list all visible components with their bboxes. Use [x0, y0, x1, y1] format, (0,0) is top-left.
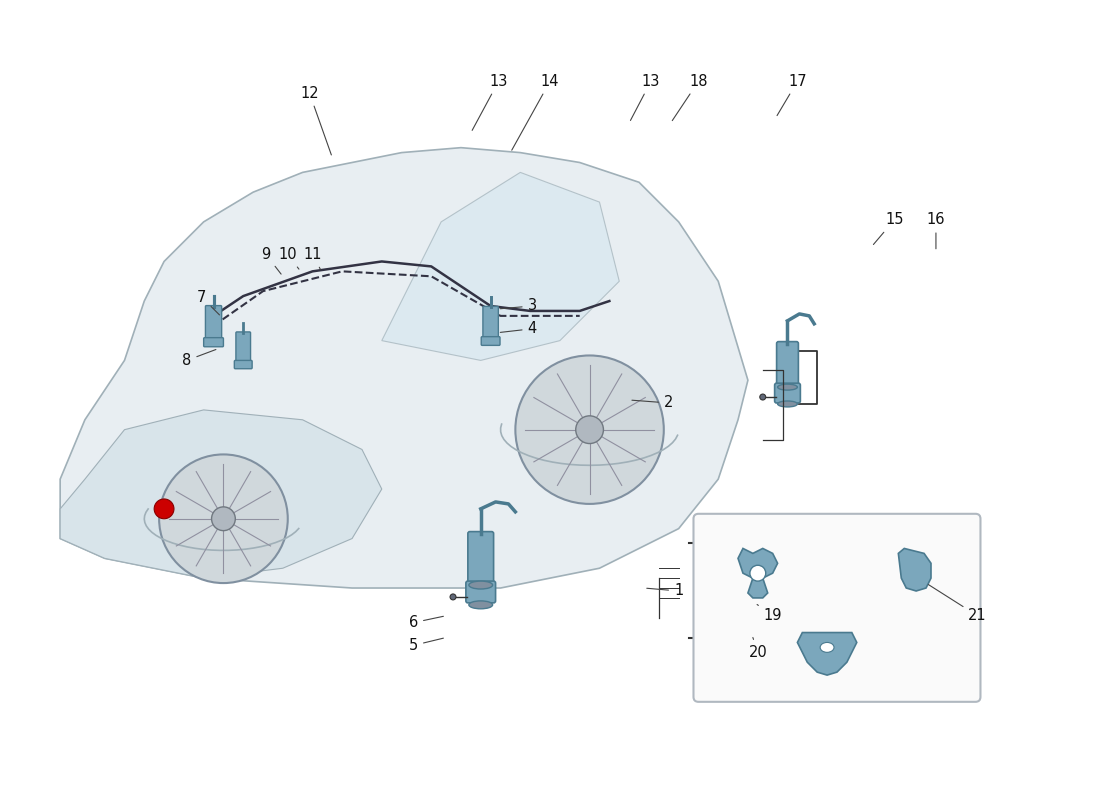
- FancyBboxPatch shape: [774, 383, 801, 403]
- Text: 9: 9: [262, 247, 282, 274]
- Circle shape: [160, 454, 288, 583]
- Circle shape: [516, 355, 663, 504]
- Text: 13: 13: [472, 74, 508, 130]
- Ellipse shape: [469, 581, 493, 589]
- FancyBboxPatch shape: [204, 338, 223, 346]
- Circle shape: [211, 507, 235, 530]
- Circle shape: [154, 499, 174, 518]
- Text: 4: 4: [500, 322, 537, 336]
- Text: 18: 18: [672, 74, 707, 121]
- FancyBboxPatch shape: [693, 514, 980, 702]
- Text: 7: 7: [197, 290, 220, 315]
- Text: 20: 20: [748, 638, 767, 660]
- FancyBboxPatch shape: [481, 337, 500, 346]
- FancyBboxPatch shape: [235, 332, 251, 364]
- Ellipse shape: [778, 384, 798, 390]
- FancyBboxPatch shape: [777, 342, 799, 387]
- Text: 11: 11: [304, 247, 322, 270]
- Text: 3: 3: [500, 298, 537, 314]
- Text: 15: 15: [873, 212, 903, 245]
- Text: 10: 10: [278, 247, 299, 269]
- Text: 1: 1: [647, 583, 683, 598]
- Ellipse shape: [821, 642, 834, 652]
- Polygon shape: [382, 172, 619, 361]
- Text: 13: 13: [630, 74, 660, 121]
- Circle shape: [750, 566, 766, 581]
- Text: 21: 21: [928, 585, 987, 623]
- Circle shape: [760, 394, 766, 400]
- Polygon shape: [899, 549, 931, 591]
- Text: 14: 14: [512, 74, 559, 150]
- FancyBboxPatch shape: [234, 361, 252, 369]
- Polygon shape: [798, 633, 857, 675]
- Polygon shape: [60, 410, 382, 578]
- Ellipse shape: [469, 601, 493, 609]
- Circle shape: [450, 594, 456, 600]
- Ellipse shape: [778, 401, 798, 407]
- Polygon shape: [60, 148, 748, 588]
- Text: 12: 12: [300, 86, 331, 155]
- FancyBboxPatch shape: [483, 306, 498, 340]
- Text: 19: 19: [757, 605, 782, 623]
- Polygon shape: [738, 549, 778, 598]
- Circle shape: [575, 416, 604, 443]
- FancyBboxPatch shape: [206, 306, 222, 342]
- FancyBboxPatch shape: [468, 532, 494, 585]
- Text: 6: 6: [409, 615, 443, 630]
- FancyBboxPatch shape: [466, 581, 496, 603]
- Text: 2: 2: [631, 395, 673, 410]
- Text: 16: 16: [926, 212, 945, 249]
- Text: 8: 8: [183, 350, 216, 368]
- Text: 17: 17: [777, 74, 806, 115]
- Text: 5: 5: [409, 638, 443, 653]
